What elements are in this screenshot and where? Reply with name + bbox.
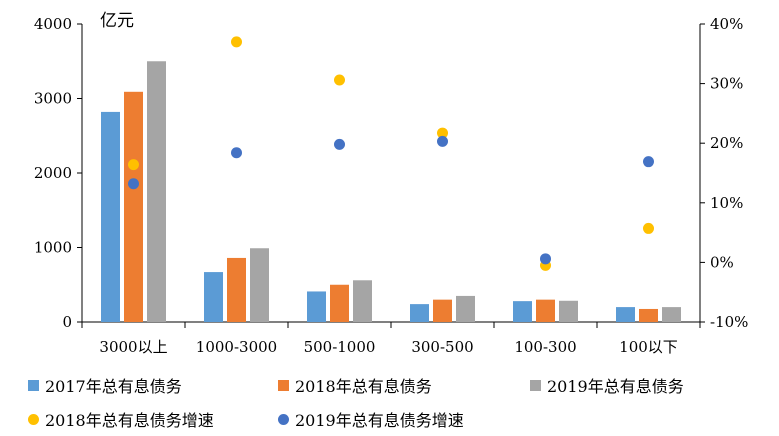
bar-2019年总有息债务 (559, 300, 578, 322)
dot-2018年总有息债务增速 (128, 159, 139, 171)
bar-2019年总有息债务 (250, 248, 269, 322)
dot-2019年总有息债务增速 (643, 156, 654, 168)
y-left-tick-label: 2000 (34, 164, 72, 182)
y-right-tick-label: 20% (710, 134, 743, 152)
dot-2019年总有息债务增速 (437, 135, 448, 147)
y-left-tick-label: 3000 (34, 90, 72, 108)
legend-label-2019: 2019年总有息债务 (547, 377, 684, 396)
bar-2018年总有息债务 (330, 284, 349, 322)
bar-2019年总有息债务 (662, 307, 681, 322)
bar-2017年总有息债务 (410, 304, 429, 322)
legend-item-2019-growth: 2019年总有息债务增速 (278, 406, 464, 432)
x-category-label: 100以下 (619, 338, 678, 356)
legend-swatch-2018 (278, 379, 289, 391)
legend-item-2018: 2018年总有息债务 (278, 372, 432, 398)
chart-plot: 0 1000 2000 3000 4000 -10% 0% 10% 20% 30% 40% 亿元 300… (34, 11, 749, 356)
bar-2019年总有息债务 (456, 295, 475, 322)
legend-dot-2019-growth (278, 413, 289, 425)
dot-2018年总有息债务增速 (231, 36, 242, 48)
legend-dot-2018-growth (28, 413, 39, 425)
y-left-tick-label: 0 (62, 313, 72, 331)
bar-2018年总有息债务 (227, 257, 246, 322)
bar-2017年总有息债务 (204, 272, 223, 322)
bar-2018年总有息债务 (536, 299, 555, 322)
y-left-tick-label: 1000 (34, 239, 72, 257)
bar-2018年总有息债务 (124, 91, 143, 322)
legend-label-2017: 2017年总有息债务 (45, 377, 182, 396)
dot-2019年总有息债务增速 (540, 253, 551, 265)
legend-item-2019: 2019年总有息债务 (530, 372, 684, 398)
legend: 2017年总有息债务 2018年总有息债务 2019年总有息债务 2018年总有… (0, 370, 779, 436)
legend-item-2018-growth: 2018年总有息债务增速 (28, 406, 214, 432)
x-category-label: 100-300 (514, 338, 576, 356)
bar-2017年总有息债务 (101, 111, 120, 322)
y-right-tick-label: -10% (710, 313, 748, 331)
x-category-label: 500-1000 (304, 338, 376, 356)
legend-item-2017: 2017年总有息债务 (28, 372, 182, 398)
y-axis-unit-label: 亿元 (100, 11, 134, 31)
y-right-tick-label: 0% (710, 253, 734, 271)
legend-swatch-2019 (530, 379, 541, 391)
x-category-label: 300-500 (411, 338, 473, 356)
dot-2019年总有息债务增速 (231, 147, 242, 159)
legend-label-2019-growth: 2019年总有息债务增速 (295, 411, 464, 430)
y-right-tick-label: 10% (710, 194, 743, 212)
dot-2019年总有息债务增速 (128, 178, 139, 190)
bar-2017年总有息债务 (513, 301, 532, 322)
bar-2017年总有息债务 (616, 307, 635, 322)
dot-2018年总有息债务增速 (643, 222, 654, 234)
y-left-tick-label: 4000 (34, 15, 72, 33)
x-category-label: 3000以上 (99, 338, 167, 356)
x-category-label: 1000-3000 (196, 338, 277, 356)
legend-label-2018-growth: 2018年总有息债务增速 (45, 411, 214, 430)
bar-2019年总有息债务 (353, 280, 372, 322)
dot-2018年总有息债务增速 (437, 127, 448, 139)
y-right-tick-label: 40% (710, 15, 743, 33)
bar-2018年总有息债务 (433, 299, 452, 322)
legend-label-2018: 2018年总有息债务 (295, 377, 432, 396)
bar-2017年总有息债务 (307, 291, 326, 322)
legend-swatch-2017 (28, 379, 39, 391)
dot-2018年总有息债务增速 (334, 74, 345, 86)
bar-2019年总有息债务 (147, 61, 166, 322)
y-right-tick-label: 30% (710, 75, 743, 93)
bar-2018年总有息债务 (639, 308, 658, 322)
dot-2019年总有息债务增速 (334, 138, 345, 150)
